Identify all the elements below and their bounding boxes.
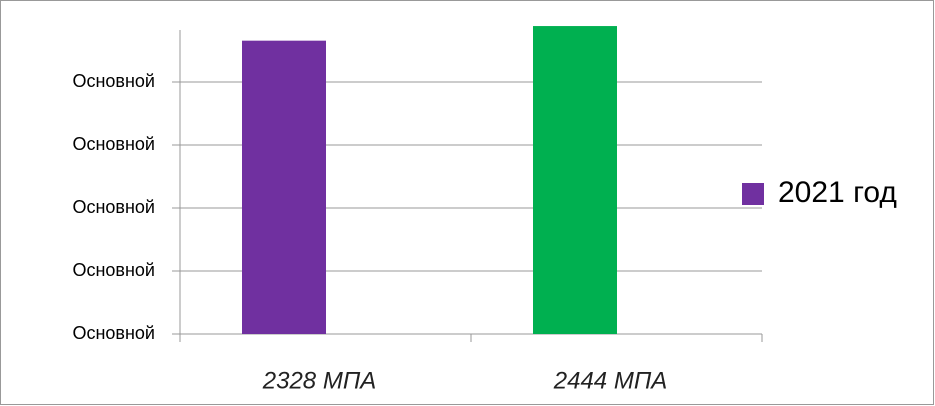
legend-label: 2021 год xyxy=(778,176,897,209)
legend-swatch xyxy=(742,183,764,205)
x-tick-label: 2328 МПА xyxy=(262,367,376,394)
y-tick-label: Основной xyxy=(72,260,155,280)
bar xyxy=(533,26,617,334)
y-tick-label: Основной xyxy=(72,71,155,91)
y-tick-label: Основной xyxy=(72,134,155,154)
bar xyxy=(242,40,326,335)
y-tick-label: Основной xyxy=(72,197,155,217)
y-tick-label: Основной xyxy=(72,323,155,343)
x-tick-label: 2444 МПА xyxy=(553,367,667,394)
